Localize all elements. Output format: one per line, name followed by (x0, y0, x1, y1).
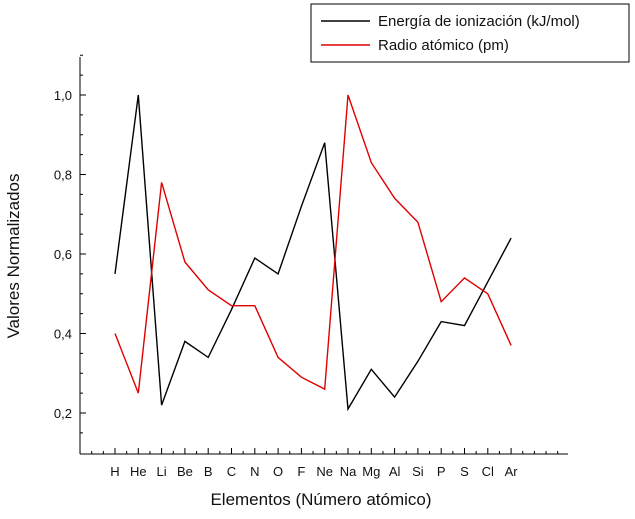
x-tick-label: Mg (362, 464, 380, 479)
x-tick-label: S (460, 464, 469, 479)
x-ticks: H He Li Be B C N O F Ne Na Mg Al Si P S Cl Ar (79, 448, 559, 479)
x-tick-label: Li (157, 464, 167, 479)
x-tick-label: F (297, 464, 305, 479)
y-tick-label: 0,2 (54, 406, 72, 421)
series-line-ionization (114, 94, 512, 412)
y-ticks: 0,2 0,4 0,6 0,8 1,0 (54, 54, 86, 434)
x-tick-label: Be (177, 464, 193, 479)
y-tick-label: 1,0 (54, 88, 72, 103)
x-tick-label: C (227, 464, 236, 479)
x-axis-title: Elementos (Número atómico) (210, 490, 431, 509)
x-tick-label: Cl (482, 464, 494, 479)
x-tick-label: N (250, 464, 259, 479)
y-tick-label: 0,6 (54, 247, 72, 262)
y-axis-title: Valores Normalizados (4, 173, 23, 338)
x-tick-label: Na (340, 464, 357, 479)
series-line-atomic-radius (114, 94, 512, 394)
legend-label-atomic-radius: Radio atómico (pm) (378, 37, 509, 54)
legend-box (310, 3, 630, 63)
x-tick-label: Ne (316, 464, 333, 479)
series-group (114, 94, 512, 412)
y-tick-label: 0,8 (54, 168, 72, 183)
y-tick-label: 0,4 (54, 327, 72, 342)
x-tick-label: B (204, 464, 213, 479)
x-tick-label: He (130, 464, 147, 479)
legend: Energía de ionización (kJ/mol) Radio ató… (310, 3, 630, 63)
x-tick-label: O (273, 464, 283, 479)
x-tick-label: Al (389, 464, 401, 479)
x-tick-label: P (437, 464, 446, 479)
x-tick-label: Si (412, 464, 424, 479)
legend-label-ionization: Energía de ionización (kJ/mol) (378, 13, 580, 30)
x-tick-label: Ar (505, 464, 519, 479)
x-tick-label: H (110, 464, 119, 479)
